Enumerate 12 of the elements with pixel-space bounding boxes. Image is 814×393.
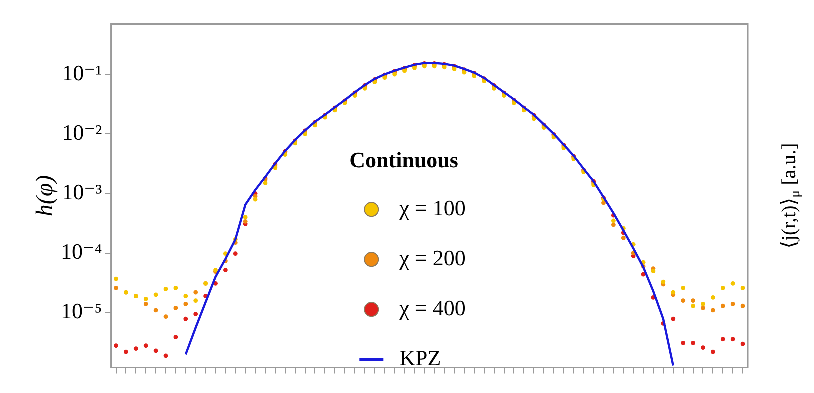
legend-label: χ = 200 <box>398 245 466 270</box>
y-tick-label: 10⁻⁴ <box>60 239 103 264</box>
y-tick-label: 10⁻⁵ <box>60 298 102 324</box>
y2-axis-title: ⟨j(r,t)⟩μ [a.u.] <box>778 143 804 249</box>
y-tick-label: 10⁻² <box>62 120 103 145</box>
y-tick-label: 10⁻¹ <box>62 60 102 86</box>
text: KPZ <box>400 345 442 370</box>
legend-title: Continuous <box>350 147 459 172</box>
y-tick-label: 10⁻³ <box>62 180 103 205</box>
y-axis-title: h(φ) <box>32 175 58 217</box>
legend-label: χ = 100 <box>398 195 466 220</box>
legend-label: χ = 400 <box>398 295 466 320</box>
